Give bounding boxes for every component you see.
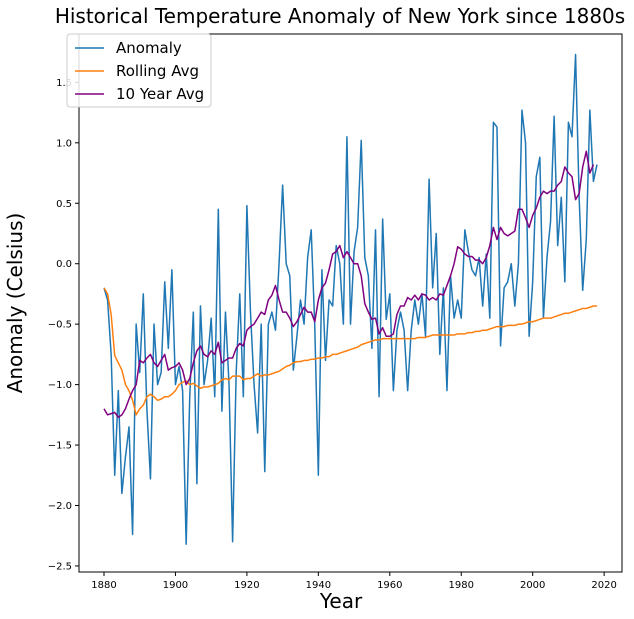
legend: Anomaly Rolling Avg 10 Year Avg [66,33,212,108]
x-tick-label: 1920 [234,580,259,591]
x-tick-label: 1940 [306,580,331,591]
plot-lines [103,53,598,545]
y-tick-label: −0.5 [48,320,72,331]
y-tick-label: −1.5 [48,441,72,452]
legend-label-rolling-avg: Rolling Avg [116,62,199,80]
x-tick-label: 1900 [163,580,188,591]
y-tick-label: 1.5 [56,78,72,89]
x-tick-label: 1980 [449,580,474,591]
x-tick-label: 2000 [520,580,545,591]
y-axis: −2.5 −2.0 −1.5 −1.0 −0.5 0.0 0.5 1.0 1.5 [48,78,79,572]
x-tick-label: 1880 [91,580,116,591]
y-tick-label: −2.5 [48,561,72,572]
legend-label-anomaly: Anomaly [116,39,182,57]
legend-label-10-year-avg: 10 Year Avg [116,85,204,103]
y-tick-label: 0.5 [56,199,72,210]
y-tick-label: 1.0 [56,138,72,149]
series-line-rolling-avg [103,287,597,416]
x-tick-label: 2020 [591,580,616,591]
x-tick-label: 1960 [377,580,402,591]
x-axis: 1880 1900 1920 1940 1960 1980 2000 2020 [91,572,617,591]
series-line-anomaly [103,53,598,545]
x-axis-label: Year [319,589,363,613]
y-tick-label: 0.0 [56,259,72,270]
plot-frame [78,33,623,573]
series-line-10-year-avg [103,150,595,418]
y-tick-label: −1.0 [48,380,72,391]
legend-box [66,33,212,108]
chart-title: Historical Temperature Anomaly of New Yo… [55,4,625,28]
y-axis-label: Anomaly (Celsius) [3,213,27,394]
y-tick-label: −2.0 [48,501,72,512]
